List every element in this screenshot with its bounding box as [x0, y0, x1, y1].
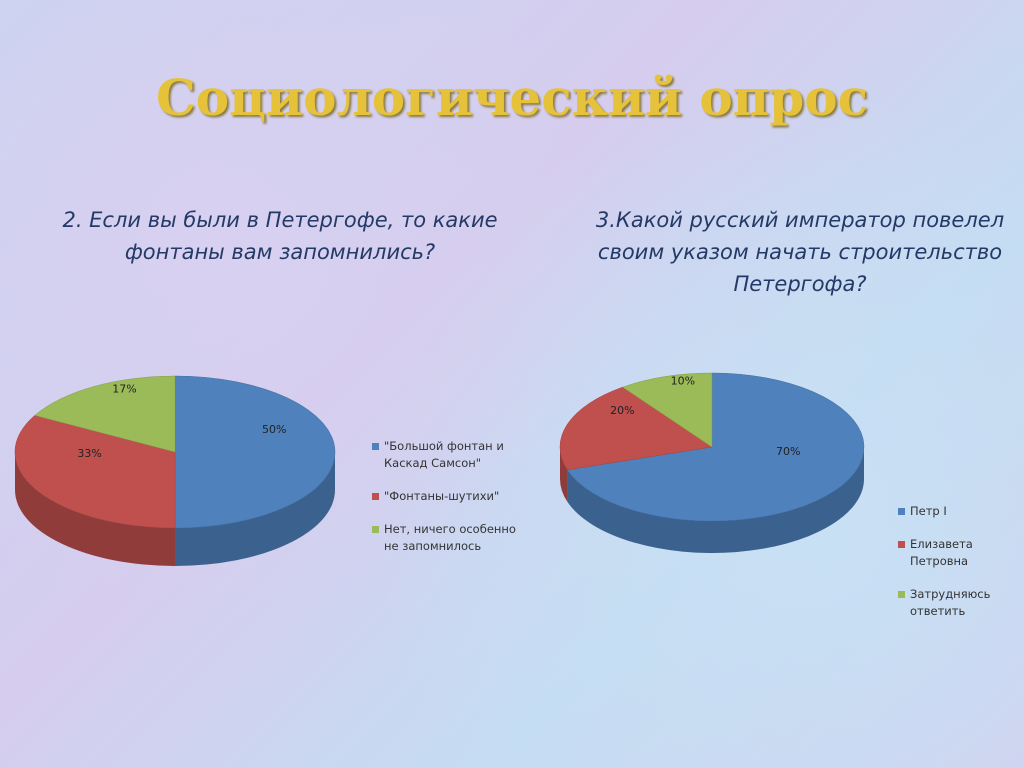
legend-swatch [372, 526, 379, 533]
slice [559, 386, 713, 471]
slice [14, 415, 176, 529]
legend: "Большой фонтан и Каскад Самсон" "Фонтаны… [372, 438, 522, 571]
legend-item: "Фонтаны-шутихи" [372, 488, 522, 505]
slice [174, 375, 336, 529]
legend-item: Нет, ничего особенно не запомнилось [372, 521, 522, 555]
legend-item: Елизавета Петровна [898, 536, 1008, 570]
legend-item: Затрудняюсь ответить [898, 586, 1008, 620]
legend-swatch [898, 591, 905, 598]
data-label: 50% [262, 423, 286, 436]
slice [567, 372, 865, 522]
legend-swatch [898, 541, 905, 548]
slice-side [175, 452, 335, 566]
slice-side [567, 447, 865, 554]
data-label: 10% [671, 374, 695, 387]
slice [34, 375, 176, 453]
slice-side [15, 452, 175, 566]
slice [622, 372, 713, 448]
legend-swatch [372, 493, 379, 500]
chart-title: 3.Какой русский император повелел своим … [595, 208, 1005, 296]
legend: Петр I Елизавета Петровна Затрудняюсь отве… [898, 503, 1008, 636]
data-label: 70% [776, 445, 800, 458]
legend-item: Петр I [898, 503, 1008, 520]
slide-title: Социологический опрос [155, 68, 869, 127]
slice-side [560, 447, 568, 502]
legend-swatch [898, 508, 905, 515]
data-label: 33% [77, 447, 101, 460]
data-label: 17% [112, 382, 136, 395]
legend-item: "Большой фонтан и Каскад Самсон" [372, 438, 522, 472]
chart-title: 2. Если вы были в Петергофе, то какие фо… [62, 208, 498, 264]
legend-swatch [372, 443, 379, 450]
data-label: 20% [610, 404, 634, 417]
